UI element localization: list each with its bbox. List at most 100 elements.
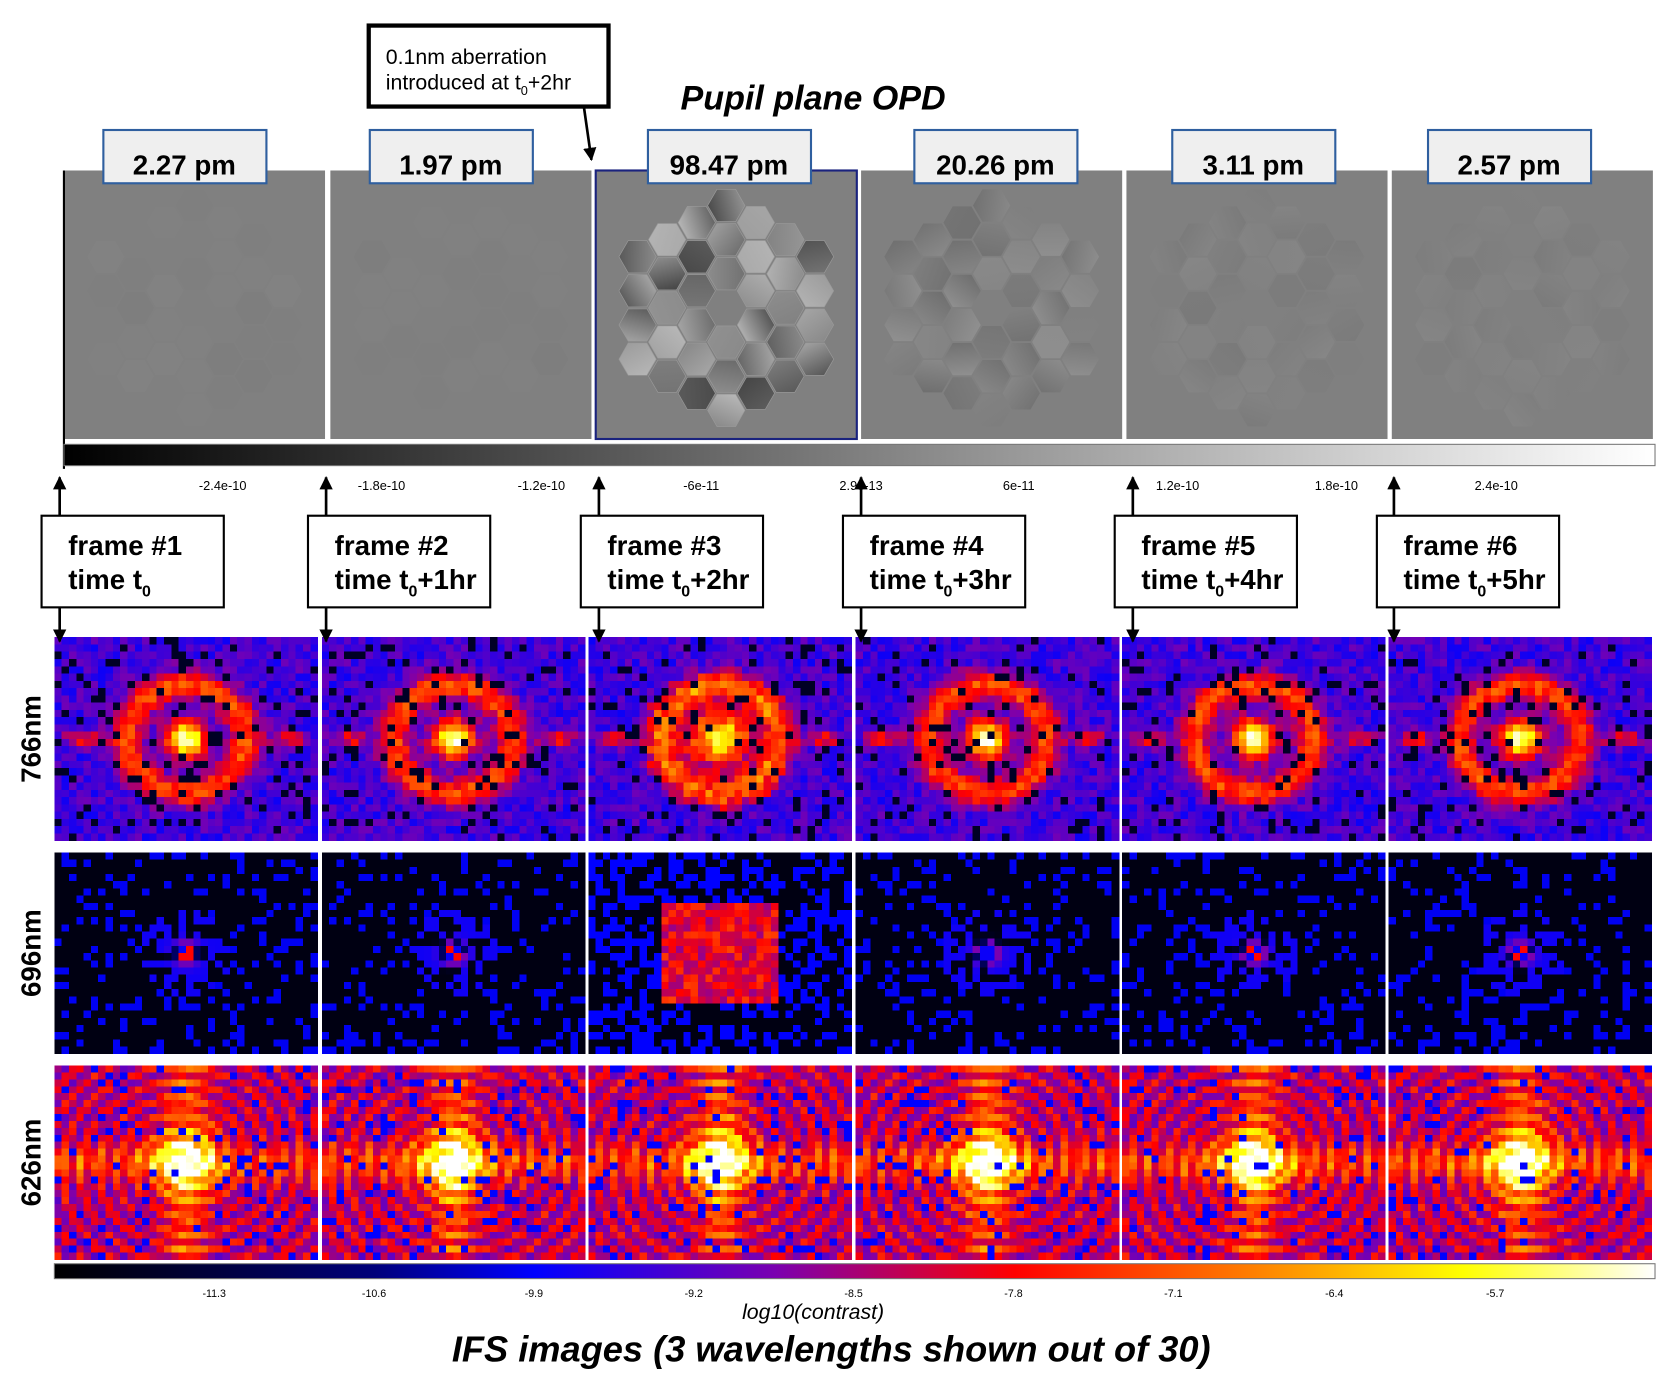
pupil-segment — [913, 291, 952, 325]
pupil-segment — [707, 393, 746, 427]
frame-time-text: +5hr — [1486, 564, 1545, 595]
pupil-segment — [87, 274, 125, 307]
ifs-colorbar — [53, 1263, 1656, 1280]
annotation-sub: 0 — [521, 83, 528, 98]
pupil-segment — [146, 274, 184, 307]
pupil-segment — [677, 206, 716, 239]
pupil-segment — [1267, 206, 1306, 239]
pupil-segment — [116, 257, 154, 290]
pupil-segment — [146, 377, 184, 410]
pupil-panels — [63, 169, 1653, 441]
frame-time-sub: 0 — [943, 584, 952, 601]
colorbar-tick-label: -1.2e-10 — [518, 478, 566, 493]
pupil-segment — [353, 308, 391, 342]
pupil-segment — [1267, 377, 1306, 410]
pupil-segment — [1061, 240, 1100, 273]
pupil-segment — [383, 360, 421, 393]
colorbar-tick-label: -7.8 — [1004, 1288, 1022, 1300]
frame-time-text: time t — [870, 564, 944, 595]
pupil-segment — [1032, 360, 1070, 393]
pupil-segment — [707, 257, 746, 291]
pupil-segment — [1238, 189, 1276, 222]
ifs-panels — [54, 637, 1653, 1260]
colorbar-tick-label: 1.2e-10 — [1156, 478, 1199, 493]
pupil-segment — [412, 206, 451, 239]
pupil-segment — [205, 274, 243, 307]
pupil-segment — [501, 325, 539, 359]
pupil-segment — [234, 223, 273, 256]
frame-time: time t0+3hr — [870, 564, 1012, 600]
pupil-segment — [1474, 206, 1512, 239]
pupil-segment — [707, 223, 746, 257]
frame-time-text: time t — [335, 564, 409, 595]
pupil-segment — [1002, 240, 1040, 273]
pupil-segment — [1444, 257, 1482, 290]
pupil-segment — [442, 189, 480, 222]
pupil-segment — [972, 189, 1011, 222]
frame-time-sub: 0 — [1215, 584, 1224, 601]
pupil-segment — [677, 376, 716, 410]
pupil-segment — [353, 342, 391, 376]
frame-time: time t0+5hr — [1404, 564, 1546, 600]
pupil-segment — [383, 291, 421, 325]
pupil-segment — [884, 240, 922, 273]
frame-time-text: +3hr — [952, 564, 1011, 595]
pupil-segment — [531, 342, 569, 376]
pupil-segment — [707, 359, 746, 393]
pupil-segment — [1474, 240, 1512, 273]
pupil-segment — [442, 325, 480, 359]
title: Pupil plane OPD — [681, 80, 946, 118]
pupil-segment — [1444, 223, 1482, 256]
colorbar-tick-label: -11.3 — [202, 1288, 226, 1300]
colorbar-tick-label: 2.4e-10 — [1475, 478, 1518, 493]
pupil-segment — [471, 342, 510, 376]
pupil-segment — [1002, 308, 1040, 342]
pupil-segment — [1149, 240, 1187, 273]
colorbar-tick-label: -8.5 — [844, 1288, 862, 1300]
pupil-segment — [1297, 325, 1335, 359]
pupil-segment — [1444, 360, 1482, 393]
pupil-segment — [353, 240, 391, 273]
annotation-line: 0.1nm aberration — [386, 45, 547, 69]
frame-label: frame #5 — [1141, 530, 1255, 561]
frame-time-sub: 0 — [1477, 584, 1486, 601]
pupil-segment — [1002, 342, 1040, 376]
pupil-segment — [1592, 308, 1630, 342]
rms-box — [102, 128, 268, 185]
pupil-segment — [412, 274, 451, 307]
pupil-segment — [531, 308, 569, 342]
pupil-segment — [146, 240, 184, 273]
pupil-segment — [234, 257, 273, 290]
pupil-segment — [531, 274, 569, 307]
pupil-segment — [1267, 274, 1306, 307]
pupil-colorbar — [63, 443, 1656, 467]
frame-box — [306, 514, 492, 609]
pupil-segment — [1327, 240, 1365, 273]
pupil-segment — [1503, 325, 1541, 359]
annotation-box — [366, 23, 611, 109]
pupil-segment — [1503, 223, 1541, 256]
pupil-segment — [87, 240, 125, 273]
pupil-segment — [1415, 308, 1453, 342]
pupil-segment — [1179, 257, 1217, 290]
pupil-segment — [1297, 223, 1335, 256]
pupil-segment — [1592, 342, 1630, 376]
pupil-segment — [234, 291, 273, 325]
pupil-segment — [442, 223, 480, 256]
pupil-segment — [412, 342, 451, 376]
pupil-segment — [1179, 360, 1217, 393]
pupil-segment — [618, 342, 657, 376]
pupil-segment — [736, 240, 775, 274]
pupil-segment — [618, 240, 657, 274]
pupil-segment — [1327, 274, 1365, 307]
pupil-segment — [943, 377, 981, 410]
pupil-segment — [116, 291, 154, 325]
pupil-segment — [1179, 325, 1217, 359]
pupil-segment — [501, 291, 539, 325]
ifs-image — [855, 637, 1120, 842]
pupil-segment — [1061, 308, 1100, 342]
pupil-segment — [87, 342, 125, 376]
ifs-image — [321, 637, 586, 842]
ifs-image — [54, 637, 318, 842]
